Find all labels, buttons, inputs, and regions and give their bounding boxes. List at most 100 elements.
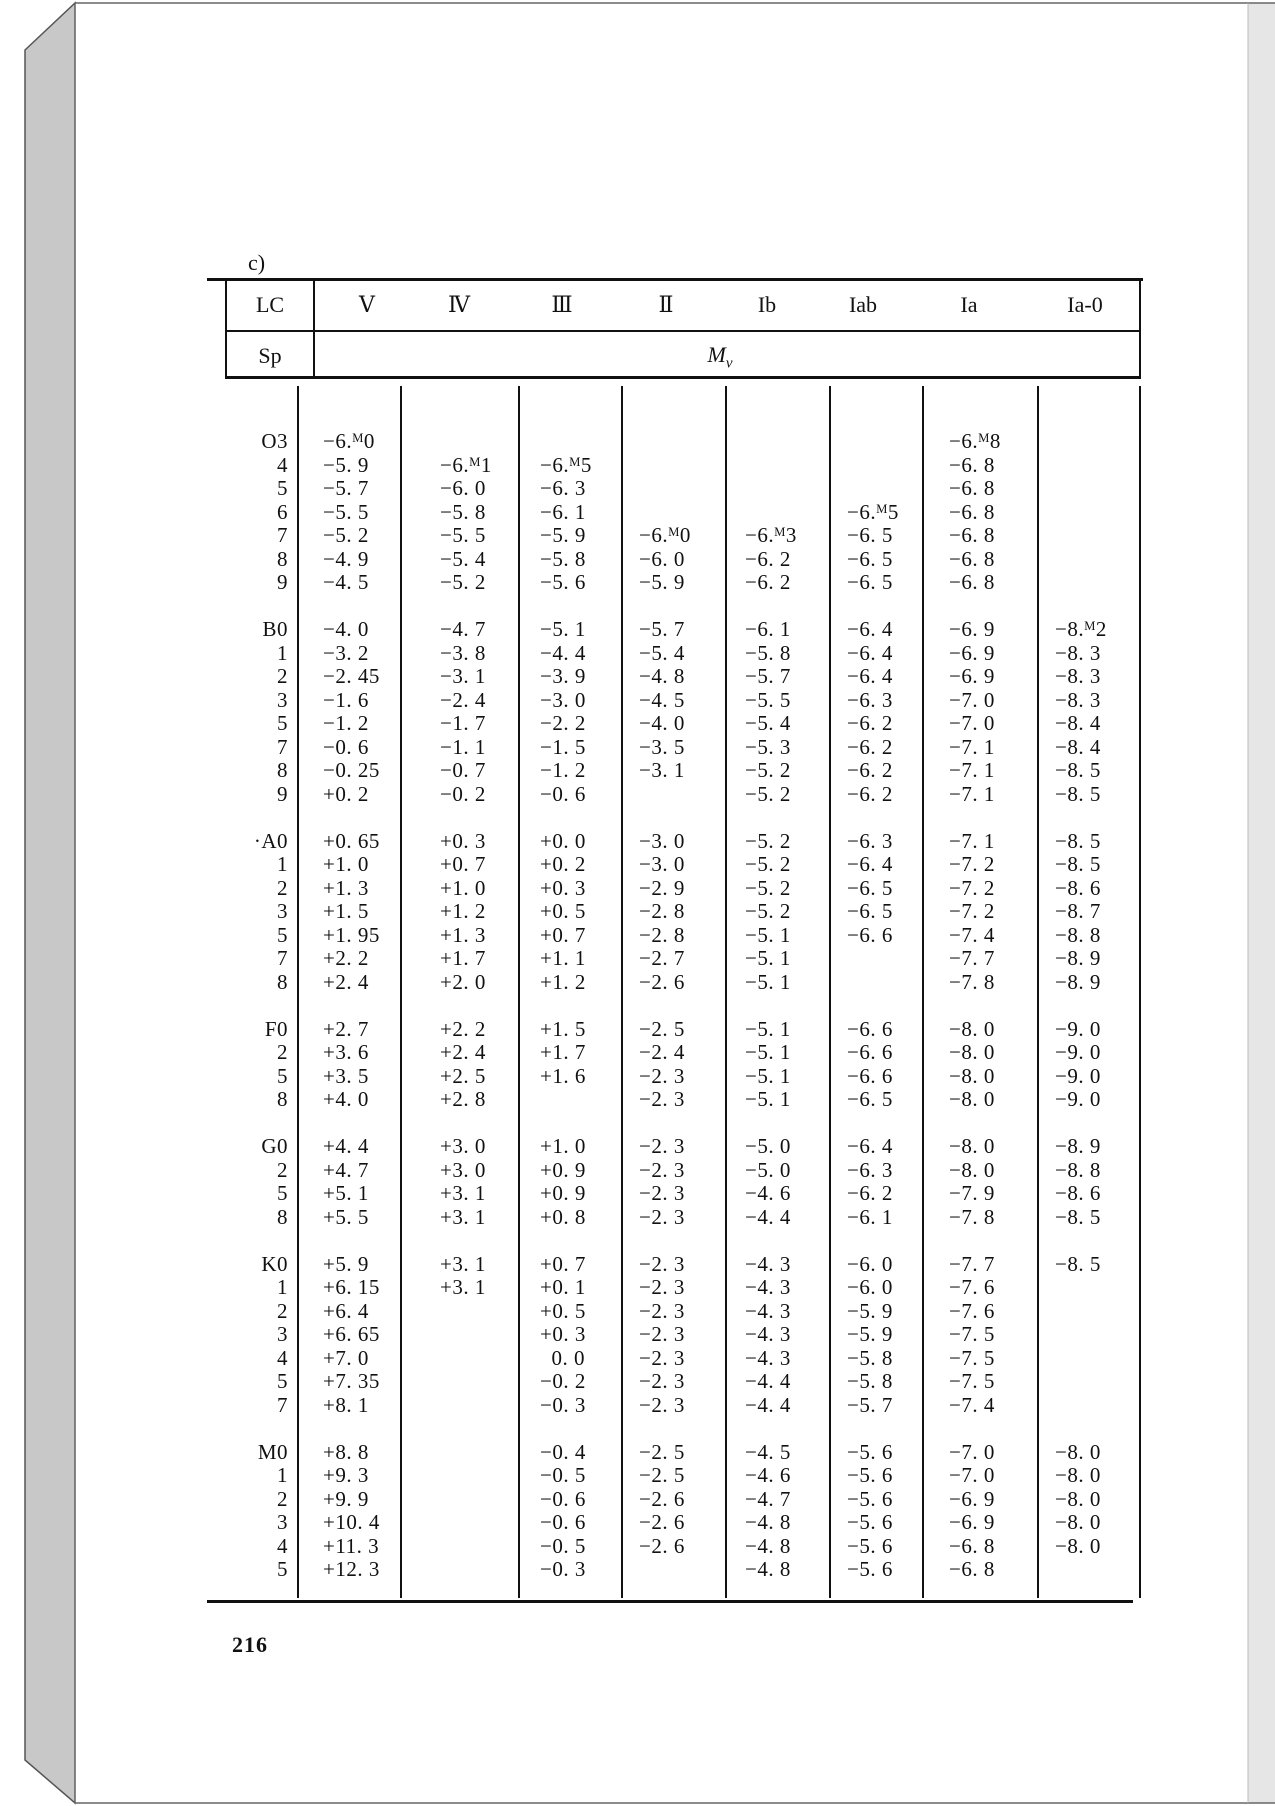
spectral-type: O3 [261,429,288,453]
table-cell: −8. 8 [1055,1157,1101,1182]
table-cell: −2. 3 [639,1251,685,1276]
table-cell: −5. 7 [639,617,685,641]
spectral-type: 2 [277,1298,288,1323]
table-cell: −6. 9 [949,1510,995,1534]
table-cell: +0. 9 [540,1157,586,1182]
column-divider [400,386,402,1598]
table-cell: −9. 0 [1055,1087,1101,1111]
spectral-type: ·A0 [253,828,288,853]
spectral-type: 8 [277,969,288,994]
table-cell: −2. 5 [639,1016,685,1041]
table-cell: +0. 8 [540,1204,586,1229]
column-header-2: Ⅲ [551,292,573,317]
table-cell: −6. 2 [745,546,791,571]
header-divider [313,281,315,377]
table-cell: +6. 15 [323,1275,380,1299]
table-cell: −6. 8 [949,1533,995,1558]
spectral-type: 6 [277,499,288,524]
table-cell: −6. 2 [847,758,893,782]
table-cell: −6.ᴹ1 [440,452,492,477]
table-cell: −0. 5 [540,1463,586,1487]
table-cell: −6. 2 [847,711,893,735]
table-cell: −5. 8 [440,499,486,524]
table-cell: −3. 1 [440,664,486,688]
table-cell: +5. 1 [323,1181,369,1205]
spectral-type: B0 [262,617,288,641]
table-cell: −2. 6 [639,969,685,994]
spectral-type: 3 [277,1510,288,1534]
table-cell: −6. 6 [847,1063,893,1088]
table-cell: −1. 5 [540,734,586,759]
table-cell: +10. 4 [323,1510,380,1534]
table-cell: −7. 2 [949,875,995,900]
page-number: 216 [232,1632,268,1657]
table-cell: −6. 4 [847,640,893,665]
table-cell: −5. 6 [847,1557,893,1581]
table-cell: +9. 9 [323,1486,369,1511]
spectral-type: K0 [261,1251,288,1276]
table-cell: −5. 3 [745,734,791,759]
table-cell: −5. 6 [540,570,586,594]
table-cell: −8. 5 [1055,1251,1101,1276]
table-cell: −6.ᴹ5 [847,499,899,524]
table-cell: −2. 5 [639,1463,685,1487]
table-cell: −5. 8 [847,1369,893,1393]
spectral-type: 3 [277,899,288,923]
spectral-type: 2 [277,1486,288,1511]
table-cell: −5. 0 [745,1134,791,1158]
table-cell: −6. 0 [440,476,486,500]
table-cell: −6. 0 [639,546,685,571]
table-cell: +0. 2 [323,781,369,806]
table-cell: −6.ᴹ0 [323,429,375,453]
table-cell: −8.ᴹ2 [1055,617,1107,641]
table-cell: −8. 0 [1055,1486,1101,1511]
table-cell: +0. 3 [540,875,586,900]
table-cell: +0. 3 [540,1322,586,1346]
table-cell: −2. 2 [540,711,586,735]
spectral-type: 8 [277,1204,288,1229]
spectral-type: 5 [277,1063,288,1088]
table-cell: −6. 6 [847,1016,893,1041]
table-cell: +0. 3 [440,828,486,853]
table-cell: +1. 6 [540,1063,586,1088]
table-cell: −2. 3 [639,1134,685,1158]
table-cell: −2. 6 [639,1510,685,1534]
table-cell: −3. 2 [323,640,369,665]
section-label: c) [248,250,266,275]
table-cell: +1. 0 [540,1134,586,1158]
table-cell: −8. 9 [1055,946,1101,970]
table-cell: −5. 6 [847,1463,893,1487]
table-cell: −5. 9 [639,570,685,594]
table-cell: −4. 5 [745,1439,791,1464]
table-cell: −9. 0 [1055,1040,1101,1064]
spectral-type: 8 [277,1087,288,1111]
table-cell: +0. 2 [540,852,586,876]
table-cell: −2. 3 [639,1063,685,1088]
table-cell: −5. 9 [540,523,586,547]
table-cell: −2. 6 [639,1533,685,1558]
table-cell: +2. 2 [323,946,369,970]
table-cell: +3. 1 [440,1204,486,1229]
column-header-3: Ⅱ [658,292,674,317]
table-cell: +4. 0 [323,1087,369,1111]
table-cell: +1. 5 [323,899,369,923]
table-cell: −4. 3 [745,1345,791,1370]
table-cell: −5. 6 [847,1439,893,1464]
table-cell: −6. 4 [847,664,893,688]
table-cell: −6. 4 [847,852,893,876]
table-cell: −6. 2 [847,1181,893,1205]
spectral-type: 5 [277,1557,288,1581]
table-cell: −5. 7 [323,476,369,500]
table-cell: −5. 2 [745,875,791,900]
table-cell: −7. 7 [949,946,995,970]
spectral-type: 2 [277,875,288,900]
table-cell: −2. 3 [639,1392,685,1417]
table-cell: −5. 9 [323,452,369,477]
table-cell: −6. 4 [847,617,893,641]
table-cell: −5. 1 [745,1016,791,1041]
spectral-type: 7 [277,734,288,759]
table-cell: −4. 7 [440,617,486,641]
table-cell: +9. 3 [323,1463,369,1487]
column-divider [297,386,299,1598]
table-cell: −6. 9 [949,1486,995,1511]
